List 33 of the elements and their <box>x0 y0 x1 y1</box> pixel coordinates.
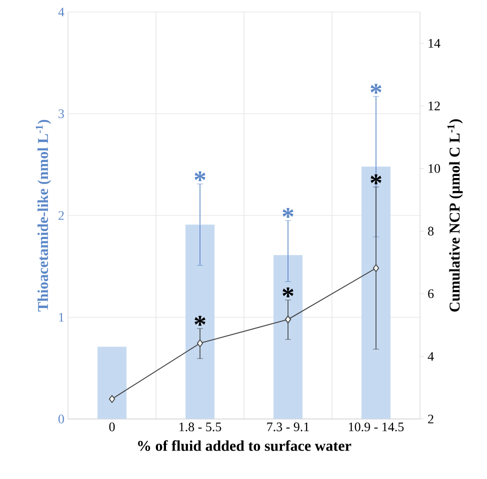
bar <box>97 346 127 419</box>
annotation: * <box>370 84 382 94</box>
point <box>108 395 116 403</box>
y2-tick-label: 2 <box>428 414 434 424</box>
y2-tick-label: 8 <box>428 226 434 236</box>
x-tick-label: 10.9 - 14.5 <box>348 422 404 432</box>
annotation: * <box>194 171 206 182</box>
y2-tick-label: 14 <box>428 39 440 48</box>
annotation: * <box>282 287 294 298</box>
y-axis-title: Thioacetamide-like (nmol L$^{-1}$) <box>36 120 52 312</box>
y-tick-label: 2 <box>58 211 64 220</box>
x-axis-title: % of fluid added to surface water <box>138 440 352 451</box>
y2-tick-label: 10 <box>428 164 440 173</box>
point <box>196 339 204 348</box>
x-tick-label: 7.3 - 9.1 <box>267 422 309 432</box>
point <box>284 315 292 324</box>
annotation: * <box>282 208 294 218</box>
y2-tick-label: 4 <box>428 352 434 361</box>
y-tick-label: 1 <box>59 312 64 322</box>
y-tick-label: 3 <box>58 109 64 118</box>
point <box>372 264 380 272</box>
annotation: * <box>194 316 206 326</box>
y2-axis-title: Cumulative NCP (µmol C L$^{-1}$) <box>447 119 463 312</box>
bar <box>273 255 303 419</box>
bar <box>361 166 391 419</box>
annotation: * <box>370 174 382 184</box>
x-tick-label: 1.8 - 5.5 <box>179 422 222 432</box>
x-tick-label: 0 <box>109 422 115 432</box>
y-tick-label: 4 <box>58 8 64 16</box>
bar <box>185 224 215 419</box>
y2-tick-label: 12 <box>428 102 440 110</box>
y-tick-label: 0 <box>58 414 64 424</box>
y2-tick-label: 6 <box>428 289 434 298</box>
